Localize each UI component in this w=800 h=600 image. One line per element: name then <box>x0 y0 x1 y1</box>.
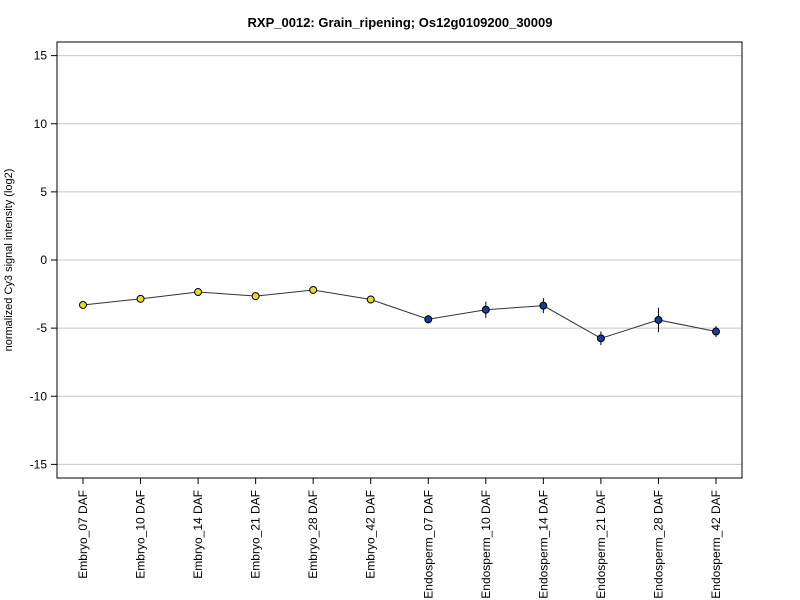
x-axis: Embryo_07 DAF Embryo_10 DAF Embryo_14 DAF E… <box>76 478 723 599</box>
x-tick-label: Endosperm_42 DAF <box>709 490 723 599</box>
y-tick-label: -5 <box>36 321 47 335</box>
x-tick-label: Embryo_28 DAF <box>306 490 320 579</box>
data-point <box>136 294 145 303</box>
gridlines <box>57 55 742 465</box>
y-tick-label: 5 <box>40 185 47 199</box>
x-tick-label: Endosperm_14 DAF <box>536 490 550 599</box>
data-point <box>596 334 605 343</box>
x-tick-label: Endosperm_21 DAF <box>594 490 608 599</box>
x-tick-label: Embryo_14 DAF <box>191 490 205 579</box>
y-tick-label: 0 <box>40 253 47 267</box>
x-tick-label: Endosperm_10 DAF <box>479 490 493 599</box>
data-point <box>424 315 433 324</box>
data-point <box>194 288 203 297</box>
x-tick-label: Endosperm_28 DAF <box>651 490 665 599</box>
y-tick-label: -15 <box>30 457 48 471</box>
plot-frame <box>56 41 743 479</box>
data-point <box>366 295 375 304</box>
data-point <box>712 327 720 336</box>
series-line <box>82 289 717 339</box>
data-point <box>481 305 490 314</box>
x-tick-label: Embryo_07 DAF <box>76 490 90 579</box>
x-tick-label: Embryo_10 DAF <box>134 490 148 579</box>
y-tick-label: -10 <box>30 389 48 403</box>
x-tick-label: Endosperm_07 DAF <box>421 490 435 599</box>
data-point <box>251 292 260 301</box>
x-tick-label: Embryo_42 DAF <box>364 490 378 579</box>
y-axis: -15 -10 -5 0 5 10 15 <box>30 49 57 471</box>
y-tick-label: 10 <box>34 117 48 131</box>
chart-title: RXP_0012: Grain_ripening; Os12g0109200_3… <box>248 15 553 30</box>
data-point <box>654 315 663 324</box>
y-axis-label: normalized Cy3 signal intensity (log2) <box>3 169 15 352</box>
data-point <box>309 285 318 294</box>
y-tick-label: 15 <box>34 49 48 63</box>
x-tick-label: Embryo_21 DAF <box>249 490 263 579</box>
data-point <box>539 301 548 310</box>
series <box>79 285 720 346</box>
data-point <box>79 300 87 309</box>
